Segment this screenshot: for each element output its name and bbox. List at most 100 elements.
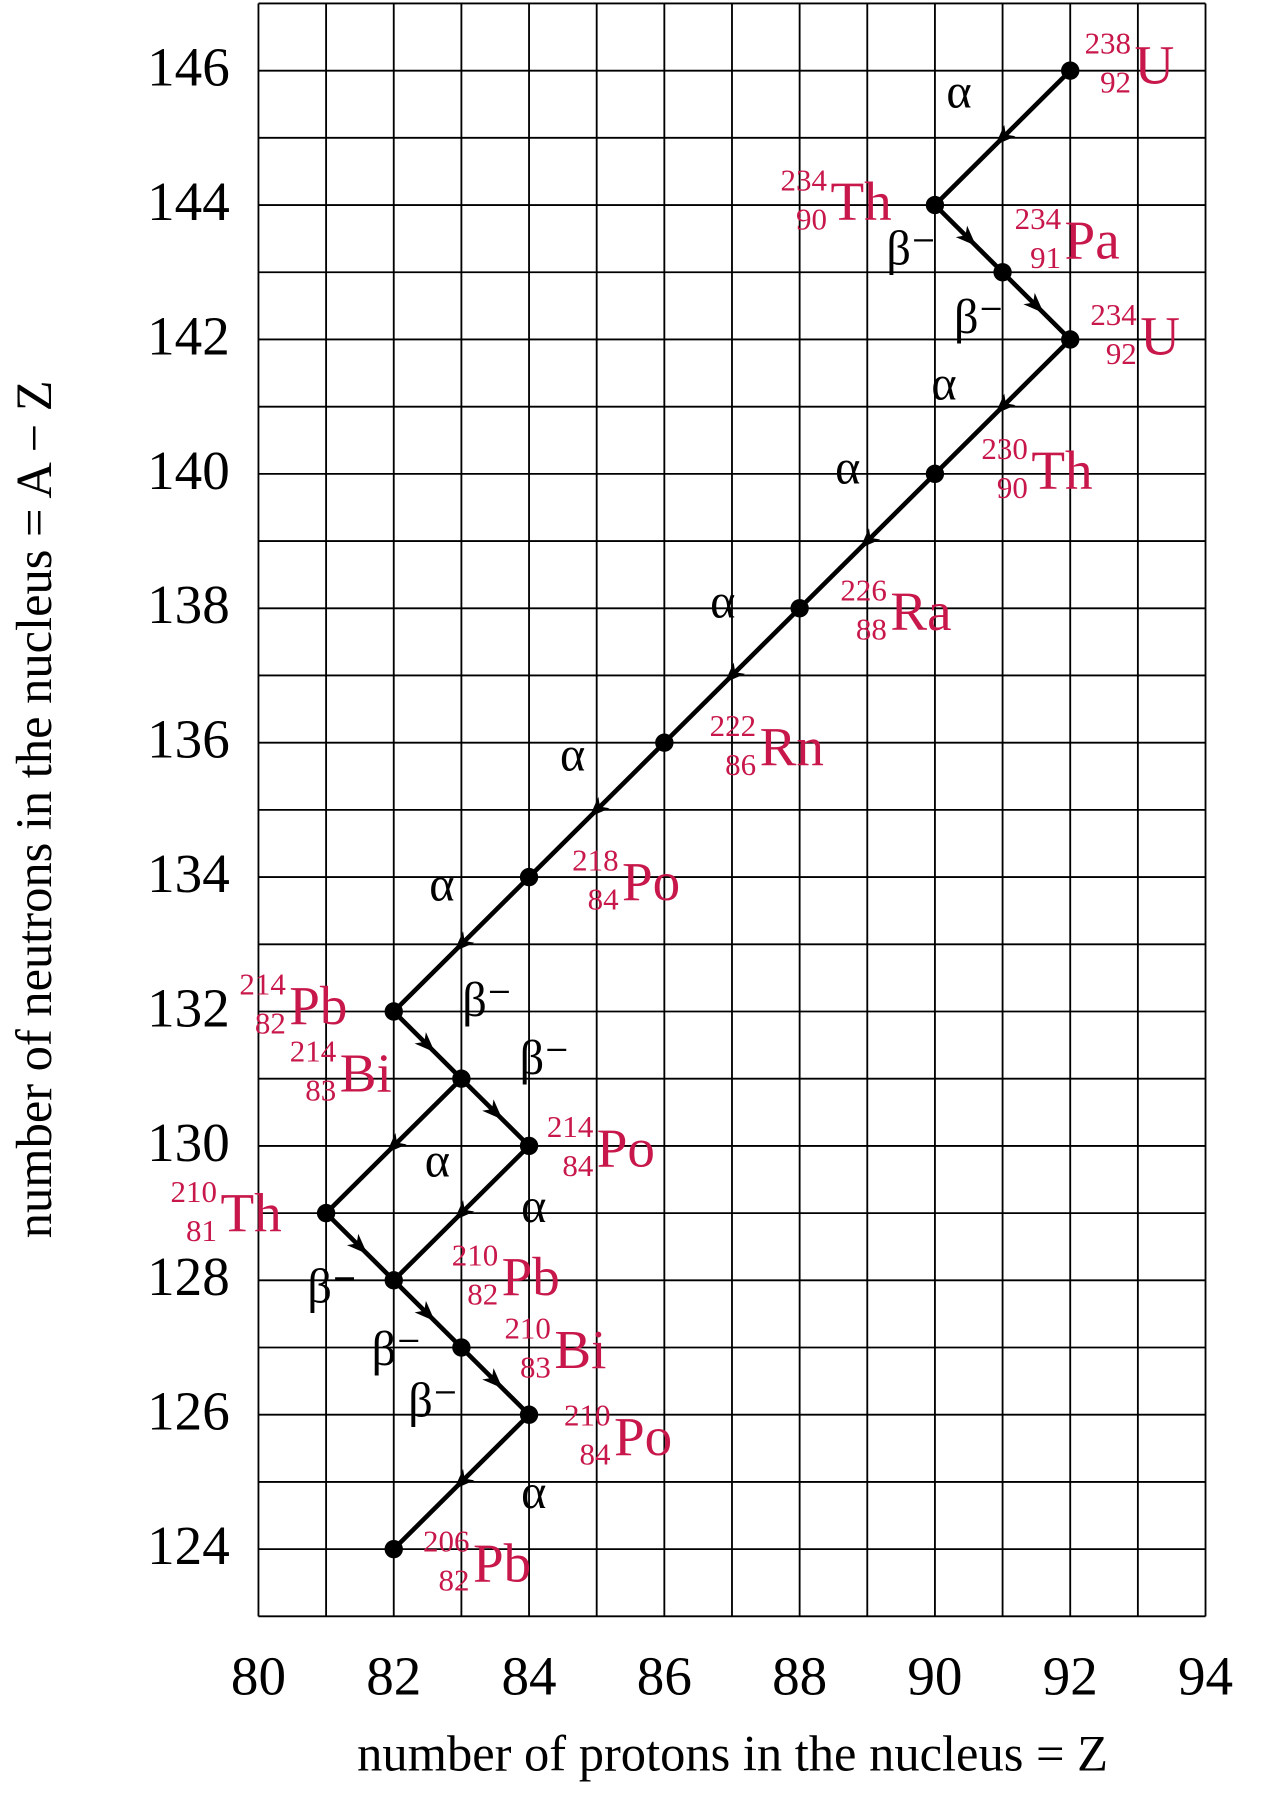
decay-arrow [724,662,745,683]
decay-mode: β⁻ [954,291,1004,344]
decay-arrow [454,1200,475,1221]
element-symbol: Pa [1065,209,1120,270]
mass-number: 238 [1085,26,1131,61]
atomic-number: 81 [186,1213,217,1248]
decay-arrow [589,796,610,818]
decay-arrow [454,1468,475,1490]
y-tick-label: 128 [147,1246,230,1307]
decay-arrow [346,1233,368,1254]
y-tick-label: 130 [147,1112,230,1173]
element-symbol: Pb [289,975,347,1036]
y-tick-label: 140 [147,440,230,501]
atomic-number: 86 [725,747,756,782]
x-tick-label: 88 [772,1645,827,1706]
decay-mode: α [710,576,735,629]
nuclide-point [1061,330,1080,349]
decay-mode: α [425,1134,450,1187]
element-symbol: Pb [473,1532,531,1593]
decay-arrow [955,225,977,246]
y-tick-label: 142 [147,305,230,366]
nuclide-point [452,1069,471,1088]
decay-mode: β⁻ [307,1261,357,1314]
mass-number: 210 [564,1397,610,1432]
nuclide-point [925,464,945,484]
mass-number: 226 [840,572,886,607]
nuclide-point [993,263,1012,282]
y-tick-label: 124 [147,1515,230,1576]
mass-number: 206 [423,1524,469,1559]
atomic-number: 82 [255,1006,286,1041]
decay-mode: α [835,441,860,494]
atomic-number: 92 [1106,336,1137,371]
decay-mode: α [946,66,971,119]
element-symbol: U [1135,34,1175,95]
mass-number: 210 [171,1174,217,1209]
element-symbol: Th [1031,440,1092,501]
mass-number: 234 [781,162,828,197]
decay-mode: α [521,1180,546,1233]
mass-number: 234 [1090,297,1137,332]
decay-arrow [995,124,1016,146]
decay-arrow [859,528,881,549]
decay-mode: α [521,1466,546,1519]
nuclide-point [316,1203,336,1223]
atomic-number: 84 [588,881,619,916]
atomic-number: 91 [1030,240,1061,275]
nuclide-point [384,1002,403,1021]
nuclide-point [1061,61,1080,80]
atomic-number: 82 [467,1277,498,1312]
nuclide-point [655,733,674,752]
atomic-number: 83 [520,1350,551,1385]
atomic-number: 88 [856,611,887,646]
nuclide-point [519,1136,539,1156]
mass-number: 230 [981,431,1027,466]
nuclide-point [384,1271,403,1290]
decay-mode: β⁻ [886,223,936,276]
element-symbol: Po [614,1406,672,1467]
y-tick-label: 138 [147,574,230,635]
decay-arrow [386,1132,407,1154]
y-tick-label: 126 [147,1381,230,1442]
element-symbol: Bi [340,1042,392,1103]
decay-arrow [995,393,1016,414]
nuclide-point [519,867,539,887]
atomic-number: 82 [439,1563,470,1598]
atomic-number: 90 [997,470,1028,505]
decay-arrow [482,1368,503,1389]
element-symbol: Po [622,851,680,912]
y-axis-title: number of neutrons in the nucleus = A − … [6,380,62,1238]
y-tick-label: 134 [147,843,230,904]
element-symbol: Th [830,171,891,232]
element-symbol: U [1140,305,1180,366]
mass-number: 214 [239,966,286,1001]
decay-mode: α [560,728,585,781]
mass-number: 218 [572,842,618,877]
decay-arrow [414,1300,435,1322]
x-axis-title: number of protons in the nucleus = Z [357,1725,1108,1781]
y-tick-label: 144 [147,171,230,232]
decay-mode: β⁻ [372,1323,422,1376]
element-symbol: Bi [554,1319,606,1380]
atomic-number: 92 [1100,65,1131,100]
atomic-number: 90 [796,201,827,236]
nuclide-point [925,195,945,215]
atomic-number: 84 [562,1148,593,1183]
mass-number: 210 [452,1238,498,1273]
x-tick-label: 80 [231,1645,286,1706]
decay-mode: β⁻ [462,974,512,1027]
decay-mode: β⁻ [520,1032,570,1085]
x-tick-label: 86 [637,1645,692,1706]
decay-arrow [414,1032,435,1053]
mass-number: 210 [504,1311,550,1346]
element-symbol: Rn [760,717,824,778]
mass-number: 234 [1015,201,1062,236]
decay-arrow [454,931,475,952]
decay-arrow [482,1099,503,1120]
nuclide-point [519,1405,539,1424]
decay-arrow [1023,292,1044,314]
decay-mode: β⁻ [408,1374,458,1427]
element-symbol: Po [597,1118,655,1179]
decay-mode: α [429,858,454,911]
y-tick-label: 146 [147,37,230,98]
